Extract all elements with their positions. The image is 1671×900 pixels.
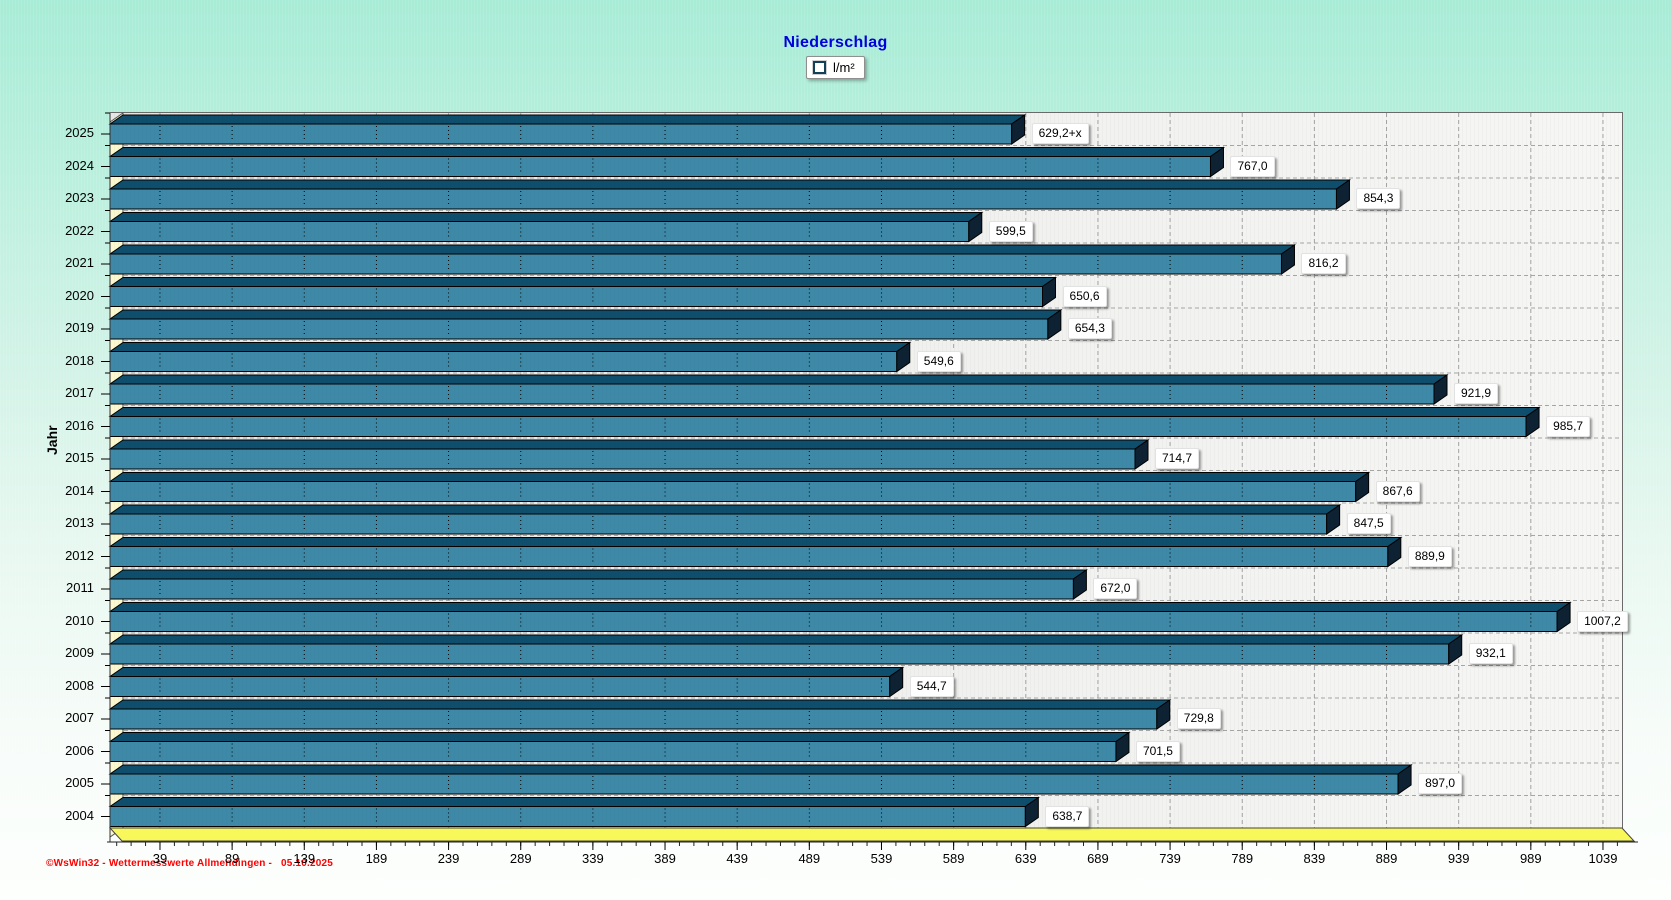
bar-2022 [108,211,984,243]
bar-2018 [108,341,912,373]
value-label: 985,7 [1546,415,1591,437]
value-label: 816,2 [1301,253,1346,274]
y-axis-label: 2022 [65,222,94,238]
x-axis-label: 939 [1447,851,1470,866]
x-axis-label: 739 [1159,851,1181,866]
y-axis-label: 2012 [65,547,94,563]
x-axis-label: 689 [1087,851,1109,866]
bars-canvas [101,112,1638,850]
y-axis-label: 2021 [65,255,94,270]
bar-2009 [108,634,1464,665]
value-label: 544,7 [909,675,954,697]
value-label: 889,9 [1407,545,1452,567]
value-label: 714,7 [1155,448,1200,469]
x-axis-label: 639 [1014,851,1037,866]
x-axis-label: 39 [152,851,168,866]
bar-2023 [108,179,1352,210]
footer-credit: ©WsWin32 - Wettermesswerte Allmendingen … [46,858,334,869]
value-label: 867,6 [1375,480,1420,502]
bar-2015 [108,439,1150,470]
bar-2006 [108,731,1131,763]
y-axis-label: 2016 [65,417,94,433]
value-label: 847,5 [1346,513,1391,534]
x-axis-label: 889 [1375,851,1398,866]
value-label: 767,0 [1230,155,1275,177]
bar-2016 [108,406,1541,438]
y-axis-label: 2004 [65,807,94,823]
y-axis-label: 2015 [65,450,94,465]
x-axis-label: 439 [726,851,749,866]
y-axis-label: 2018 [65,352,94,368]
bar-2017 [108,374,1449,405]
value-label: 549,6 [916,350,961,372]
value-label: 701,5 [1135,740,1180,762]
x-axis-label: 339 [582,851,604,866]
wall-3d [109,112,124,838]
bar-2020 [108,276,1058,308]
y-axis-label: 2011 [66,580,94,595]
y-axis-label: 2010 [65,612,94,628]
value-label: 729,8 [1176,708,1221,729]
floor-3d [108,827,1636,842]
x-axis-label: 989 [1519,851,1542,866]
legend[interactable]: l/m² [806,56,865,79]
x-axis-label: 1039 [1588,851,1618,866]
value-label: 638,7 [1045,805,1090,827]
bar-2011 [108,569,1088,600]
bar-2024 [108,146,1226,178]
value-label: 854,3 [1356,188,1401,209]
bar-2012 [108,536,1403,568]
legend-label: l/m² [833,60,855,75]
bar-2014 [108,471,1371,503]
plot-area [101,112,1638,850]
y-axis-label: 2014 [65,482,94,498]
bar-2013 [108,504,1342,535]
legend-series-swatch-icon [813,61,826,74]
x-axis-label: 489 [798,851,821,866]
bar-2008 [108,666,905,698]
y-axis-label: 2024 [65,157,94,173]
y-axis-label: 2009 [65,645,94,660]
value-label: 654,3 [1067,318,1112,339]
x-axis-label: 539 [870,851,893,866]
y-axis-label: 2019 [65,320,94,335]
y-axis-label: 2005 [65,775,94,790]
y-axis-label: 2025 [65,125,94,140]
bar-2010 [108,601,1572,633]
value-label: 921,9 [1454,383,1499,404]
y-axis-label: 2023 [65,190,94,205]
y-axis-label: 2013 [65,515,94,530]
value-label: 932,1 [1468,643,1513,664]
chart-title: Niederschlag [783,34,888,51]
x-axis-label: 839 [1303,851,1326,866]
y-axis-label: 2006 [65,742,94,758]
value-label: 897,0 [1418,773,1463,794]
x-axis-label: 89 [224,851,240,866]
x-axis-label: 189 [365,851,388,866]
bar-2025 [108,114,1027,145]
x-axis-label: 239 [437,851,460,866]
bar-2005 [108,764,1413,795]
y-axis-label: 2020 [65,287,94,303]
value-label: 672,0 [1093,578,1138,599]
x-axis-label: 389 [654,851,676,866]
x-axis-label: 589 [942,851,965,866]
y-axis-label: 2017 [65,385,94,400]
value-label: 1007,2 [1577,610,1628,632]
bar-2007 [108,699,1172,730]
bar-2019 [108,309,1063,340]
x-axis-label: 139 [293,851,316,866]
bar-2021 [108,244,1297,275]
y-axis-label: 2008 [65,677,94,693]
value-label: 650,6 [1062,285,1107,307]
bar-2004 [108,796,1040,828]
y-axis-label: 2007 [65,710,94,725]
value-label: 599,5 [988,220,1033,242]
value-label: 629,2+x [1031,123,1089,144]
x-axis-label: 789 [1231,851,1254,866]
x-axis-label: 289 [509,851,532,866]
